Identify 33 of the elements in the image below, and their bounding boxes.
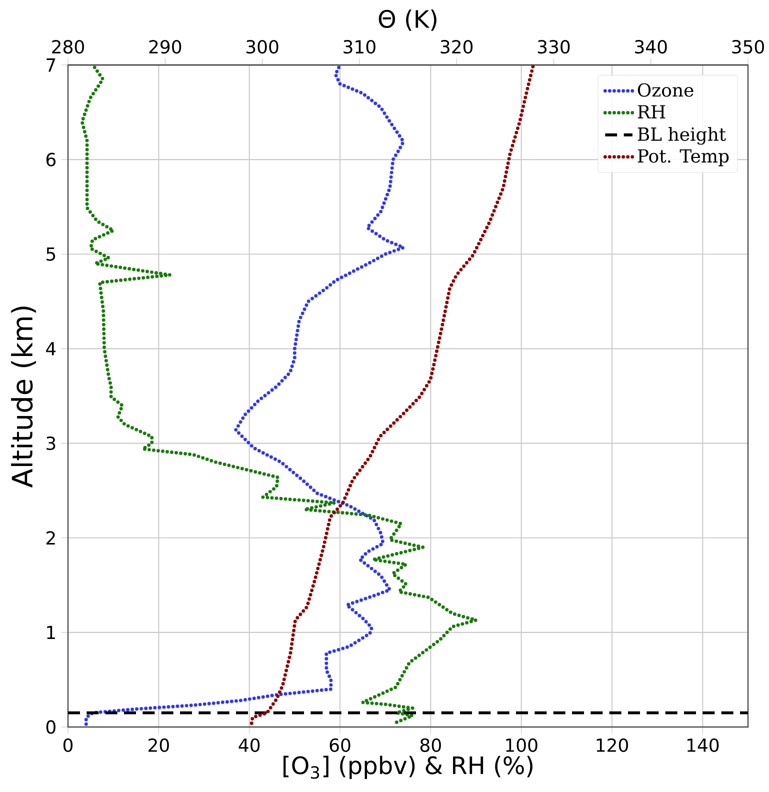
x-tick-label: 20 [148,738,169,752]
y-axis-title: Altitude (km) [11,306,36,488]
y-tick-label: 2 [46,531,55,545]
x2-axis-title: Θ (K) [378,9,436,31]
legend-label: Ozone [638,83,694,97]
y-tick-label: 4 [46,342,56,356]
y-tick-label: 5 [46,247,56,261]
y-tick-label: 0 [46,720,56,734]
legend-label: Pot. Temp [638,149,729,166]
x-tick-label: 120 [596,738,628,752]
x-tick-label: 60 [330,738,350,752]
y-tick-label: 7 [46,58,56,72]
y-tick-label: 1 [47,626,55,639]
x-tick-label: 140 [687,738,719,752]
y-tick-label: 6 [46,152,56,166]
legend-label: BL height [638,127,726,145]
x2-tick-label: 320 [440,40,473,54]
x-tick-label: 0 [63,738,73,752]
x-tick-label: 100 [506,738,538,752]
x2-tick-label: 300 [246,40,278,54]
x-tick-label: 40 [238,738,260,752]
x2-tick-label: 330 [538,40,570,54]
line-series [80,65,478,724]
legend-label: RH [638,105,666,118]
x2-tick-label: 280 [52,40,84,54]
x-axis-title: [O$_{3}$] (ppbv) & RH (%) [284,756,532,780]
x-tick-label: 80 [420,738,441,752]
line-series [84,65,406,726]
x2-tick-label: 340 [635,40,667,54]
x2-tick-label: 290 [149,40,182,54]
x2-tick-label: 350 [732,40,764,54]
x2-tick-label: 310 [344,40,376,54]
y-tick-label: 3 [46,436,56,450]
